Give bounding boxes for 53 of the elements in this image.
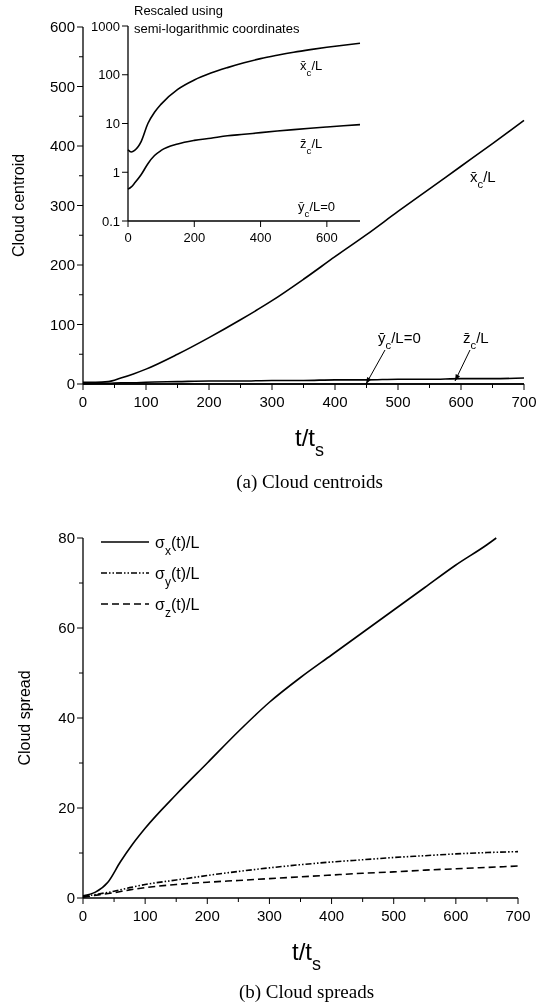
y-tick-label: 200 (49, 256, 75, 274)
x-tick-label: 400 (322, 393, 348, 410)
chart-title: Rescaled using semi-logarithmic coordinates (134, 3, 300, 36)
legend-label: σ$_{y}$(t)/L (155, 565, 200, 589)
series-label: x̄$_{c}$/L (300, 58, 323, 78)
x-axis-title: t/t$_{s}$ (291, 938, 322, 974)
x-tick-label: 500 (385, 393, 411, 410)
y-tick-label: 10 (105, 116, 120, 132)
x-tick-label: 600 (443, 907, 469, 924)
y-tick-label: 600 (49, 18, 75, 36)
annotation: ȳ$_{c}$/L=0 (298, 199, 336, 219)
x-axis-title: t/t$_{s}$ (294, 424, 325, 460)
text: (b) Cloud spreads (238, 981, 375, 1003)
x-tick-label: 0 (78, 907, 88, 924)
x-tick-label: 700 (511, 393, 536, 410)
y-tick-label: 0 (66, 889, 75, 907)
text: (a) Cloud centroids (236, 471, 383, 493)
x-tick-label: 600 (316, 230, 338, 245)
y-axis-title: Cloud centroid (10, 153, 27, 258)
x-tick-label: 100 (133, 393, 159, 410)
y-tick-label: 0 (66, 375, 75, 393)
series-label: z̄$_{c}$/L (300, 136, 323, 156)
y-tick-label: 1000 (91, 18, 120, 34)
x-tick-label: 200 (194, 907, 220, 924)
y-tick-label: 500 (49, 77, 75, 95)
y-tick-label: 100 (49, 315, 75, 333)
y-tick-label: 300 (49, 196, 75, 214)
y-tick-label: 400 (49, 137, 75, 155)
x-tick-label: 700 (505, 907, 531, 924)
text: ȳ$_{c}$/L=0 (378, 329, 421, 351)
x-tick-label: 100 (132, 907, 158, 924)
x-tick-label: 300 (259, 393, 285, 410)
x-tick-label: 500 (381, 907, 407, 924)
x-tick-label: 200 (196, 393, 222, 410)
y-tick-label: 100 (98, 67, 120, 83)
x-tick-label: 600 (448, 393, 474, 410)
x-tick-label: 400 (319, 907, 345, 924)
y-tick-label: 1 (112, 164, 120, 180)
x-tick-label: 0 (124, 230, 132, 245)
y-tick-label: 0.1 (101, 213, 120, 229)
x-tick-label: 200 (183, 230, 206, 245)
x-tick-label: 400 (249, 230, 272, 245)
y-axis-title: Cloud spread (16, 670, 33, 766)
y-tick-label: 60 (58, 619, 75, 637)
y-tick-label: 20 (58, 799, 75, 817)
y-tick-label: 80 (58, 529, 75, 547)
y-tick-label: 40 (58, 709, 75, 727)
x-tick-label: 300 (256, 907, 282, 924)
legend-label: σ$_{x}$(t)/L (155, 534, 200, 558)
legend-label: σ$_{z}$(t)/L (155, 596, 200, 620)
series-label: z̄$_{c}$/L (463, 329, 489, 351)
series-label: x̄$_{c}$/L (470, 168, 496, 190)
x-tick-label: 0 (78, 393, 88, 410)
